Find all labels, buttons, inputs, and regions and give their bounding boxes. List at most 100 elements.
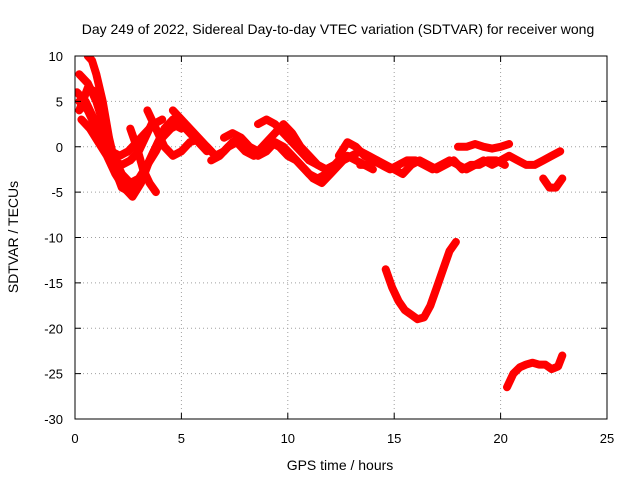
data-point <box>555 363 562 370</box>
x-tick-label: 15 <box>387 431 401 446</box>
data-point <box>186 139 193 146</box>
data-point <box>506 152 513 159</box>
data-point <box>93 125 100 132</box>
data-point <box>142 134 149 141</box>
data-point <box>476 161 483 168</box>
data-point <box>110 157 117 164</box>
data-point <box>131 184 138 191</box>
data-point <box>501 161 508 168</box>
data-point <box>395 161 402 168</box>
data-point <box>159 116 166 123</box>
y-tick-label: -10 <box>44 231 63 246</box>
data-point <box>84 107 91 114</box>
data-point <box>99 98 106 105</box>
data-point <box>216 152 223 159</box>
data-point <box>516 364 523 371</box>
data-point <box>352 157 359 164</box>
data-point <box>152 189 159 196</box>
data-point <box>178 148 185 155</box>
data-point <box>237 134 244 141</box>
data-point <box>280 121 287 128</box>
data-point <box>374 157 381 164</box>
data-point <box>557 148 564 155</box>
y-tick-label: 10 <box>49 49 63 64</box>
data-point <box>559 352 566 359</box>
data-point <box>125 184 132 191</box>
data-point <box>433 166 440 173</box>
x-tick-label: 20 <box>493 431 507 446</box>
data-point <box>310 175 317 182</box>
data-point <box>101 143 108 150</box>
data-point <box>391 166 398 173</box>
data-point <box>446 248 453 255</box>
y-tick-label: -20 <box>44 321 63 336</box>
series-trace <box>503 351 567 392</box>
data-point <box>467 161 474 168</box>
data-point <box>116 152 123 159</box>
data-point <box>463 143 470 150</box>
data-point <box>323 166 330 173</box>
data-point <box>229 130 236 137</box>
data-point <box>76 107 83 114</box>
data-point <box>340 157 347 164</box>
series-trace <box>83 56 192 192</box>
data-point <box>401 307 408 314</box>
data-point <box>540 157 547 164</box>
data-point <box>420 314 427 321</box>
data-point <box>559 175 566 182</box>
data-point <box>233 139 240 146</box>
data-point <box>280 130 287 137</box>
data-point <box>335 152 342 159</box>
x-axis-label: GPS time / hours <box>287 457 394 473</box>
data-point <box>399 170 406 177</box>
data-layer <box>75 56 567 392</box>
y-tick-label: -30 <box>44 412 63 427</box>
data-point <box>225 143 232 150</box>
data-point <box>352 143 359 150</box>
data-point <box>552 184 559 191</box>
data-point <box>548 152 555 159</box>
data-point <box>125 148 132 155</box>
chart-title: Day 249 of 2022, Sidereal Day-to-day VTE… <box>82 21 595 37</box>
data-point <box>369 166 376 173</box>
data-point <box>361 152 368 159</box>
data-point <box>284 152 291 159</box>
data-point <box>540 175 547 182</box>
series-track-g <box>126 124 160 197</box>
data-point <box>297 148 304 155</box>
data-point <box>357 161 364 168</box>
data-point <box>118 161 125 168</box>
data-point <box>414 316 421 323</box>
data-point <box>144 107 151 114</box>
data-point <box>140 166 147 173</box>
data-point <box>263 139 270 146</box>
data-point <box>433 284 440 291</box>
data-point <box>395 298 402 305</box>
data-point <box>503 384 510 391</box>
data-point <box>263 116 270 123</box>
data-point <box>272 130 279 137</box>
data-point <box>306 157 313 164</box>
data-point <box>318 180 325 187</box>
data-point <box>127 157 134 164</box>
data-point <box>403 157 410 164</box>
data-point <box>365 161 372 168</box>
data-point <box>161 143 168 150</box>
data-point <box>84 80 91 87</box>
data-point <box>327 170 334 177</box>
data-point <box>548 366 555 373</box>
data-point <box>129 193 136 200</box>
data-point <box>523 161 530 168</box>
x-tick-label: 25 <box>600 431 614 446</box>
data-point <box>152 125 159 132</box>
data-point <box>133 143 140 150</box>
y-tick-label: 5 <box>56 94 63 109</box>
data-point <box>455 143 462 150</box>
data-point <box>150 148 157 155</box>
data-point <box>440 266 447 273</box>
data-point <box>546 184 553 191</box>
series-track-l <box>254 115 356 174</box>
data-point <box>167 125 174 132</box>
data-point <box>146 180 153 187</box>
